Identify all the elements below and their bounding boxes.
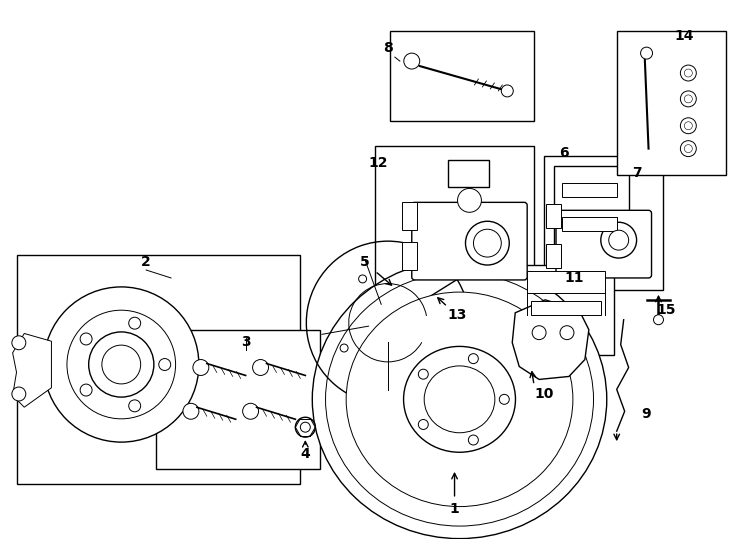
Text: 12: 12 (368, 156, 388, 170)
Text: 2: 2 (141, 255, 151, 269)
FancyBboxPatch shape (556, 210, 652, 278)
Circle shape (80, 384, 92, 396)
Circle shape (159, 359, 171, 370)
Circle shape (608, 230, 628, 250)
Text: 10: 10 (534, 387, 553, 401)
Circle shape (468, 435, 479, 445)
Circle shape (67, 310, 175, 419)
Circle shape (680, 118, 697, 134)
Text: 5: 5 (360, 255, 370, 269)
Text: 14: 14 (675, 29, 694, 43)
Circle shape (418, 369, 428, 379)
Bar (546, 244, 561, 268)
Circle shape (653, 315, 664, 325)
Bar (156, 330, 320, 469)
Text: 9: 9 (642, 407, 651, 421)
Circle shape (532, 326, 546, 340)
Text: 1: 1 (450, 502, 459, 516)
Bar (544, 156, 664, 290)
Bar (448, 160, 490, 187)
Circle shape (680, 65, 697, 81)
Circle shape (680, 140, 697, 157)
Polygon shape (420, 233, 449, 255)
Circle shape (12, 387, 26, 401)
Circle shape (80, 333, 92, 345)
Circle shape (680, 91, 697, 107)
Ellipse shape (424, 366, 495, 433)
Bar (562, 184, 617, 198)
Circle shape (468, 354, 479, 363)
Circle shape (684, 95, 692, 103)
Bar (546, 204, 561, 228)
Circle shape (457, 188, 482, 212)
Bar (401, 242, 417, 270)
Bar (562, 217, 617, 231)
Bar (554, 166, 628, 250)
Text: 3: 3 (241, 335, 250, 349)
Circle shape (128, 317, 141, 329)
Circle shape (641, 47, 653, 59)
Bar (519, 265, 614, 355)
Bar (17, 255, 300, 484)
Circle shape (404, 53, 420, 69)
Circle shape (193, 360, 208, 375)
Bar (375, 146, 534, 320)
Circle shape (499, 394, 509, 404)
Text: 8: 8 (383, 41, 393, 55)
Circle shape (465, 221, 509, 265)
Circle shape (684, 69, 692, 77)
Circle shape (128, 400, 141, 412)
Circle shape (243, 403, 258, 419)
Circle shape (418, 420, 428, 429)
Ellipse shape (404, 346, 515, 453)
Circle shape (340, 344, 348, 352)
Bar (527, 271, 605, 293)
Circle shape (252, 360, 269, 375)
Circle shape (89, 332, 154, 397)
Circle shape (12, 336, 26, 350)
Circle shape (43, 287, 199, 442)
Circle shape (473, 229, 501, 257)
Circle shape (102, 345, 141, 384)
Bar (617, 31, 726, 176)
Circle shape (684, 145, 692, 153)
Bar (390, 31, 534, 121)
Text: 13: 13 (448, 308, 468, 322)
Circle shape (183, 403, 199, 419)
Polygon shape (12, 334, 51, 407)
FancyBboxPatch shape (412, 202, 527, 280)
Text: 4: 4 (300, 447, 310, 461)
Bar (531, 301, 601, 315)
Circle shape (359, 275, 366, 283)
Bar (401, 202, 417, 230)
Text: 6: 6 (559, 146, 569, 160)
Circle shape (601, 222, 636, 258)
Text: 7: 7 (632, 165, 642, 179)
Ellipse shape (312, 260, 607, 538)
Ellipse shape (346, 292, 573, 507)
Circle shape (300, 422, 310, 432)
Text: 15: 15 (657, 303, 676, 317)
Polygon shape (512, 300, 589, 380)
Text: 11: 11 (564, 271, 584, 285)
Circle shape (295, 417, 316, 437)
Circle shape (684, 122, 692, 130)
Circle shape (560, 326, 574, 340)
Circle shape (501, 85, 513, 97)
